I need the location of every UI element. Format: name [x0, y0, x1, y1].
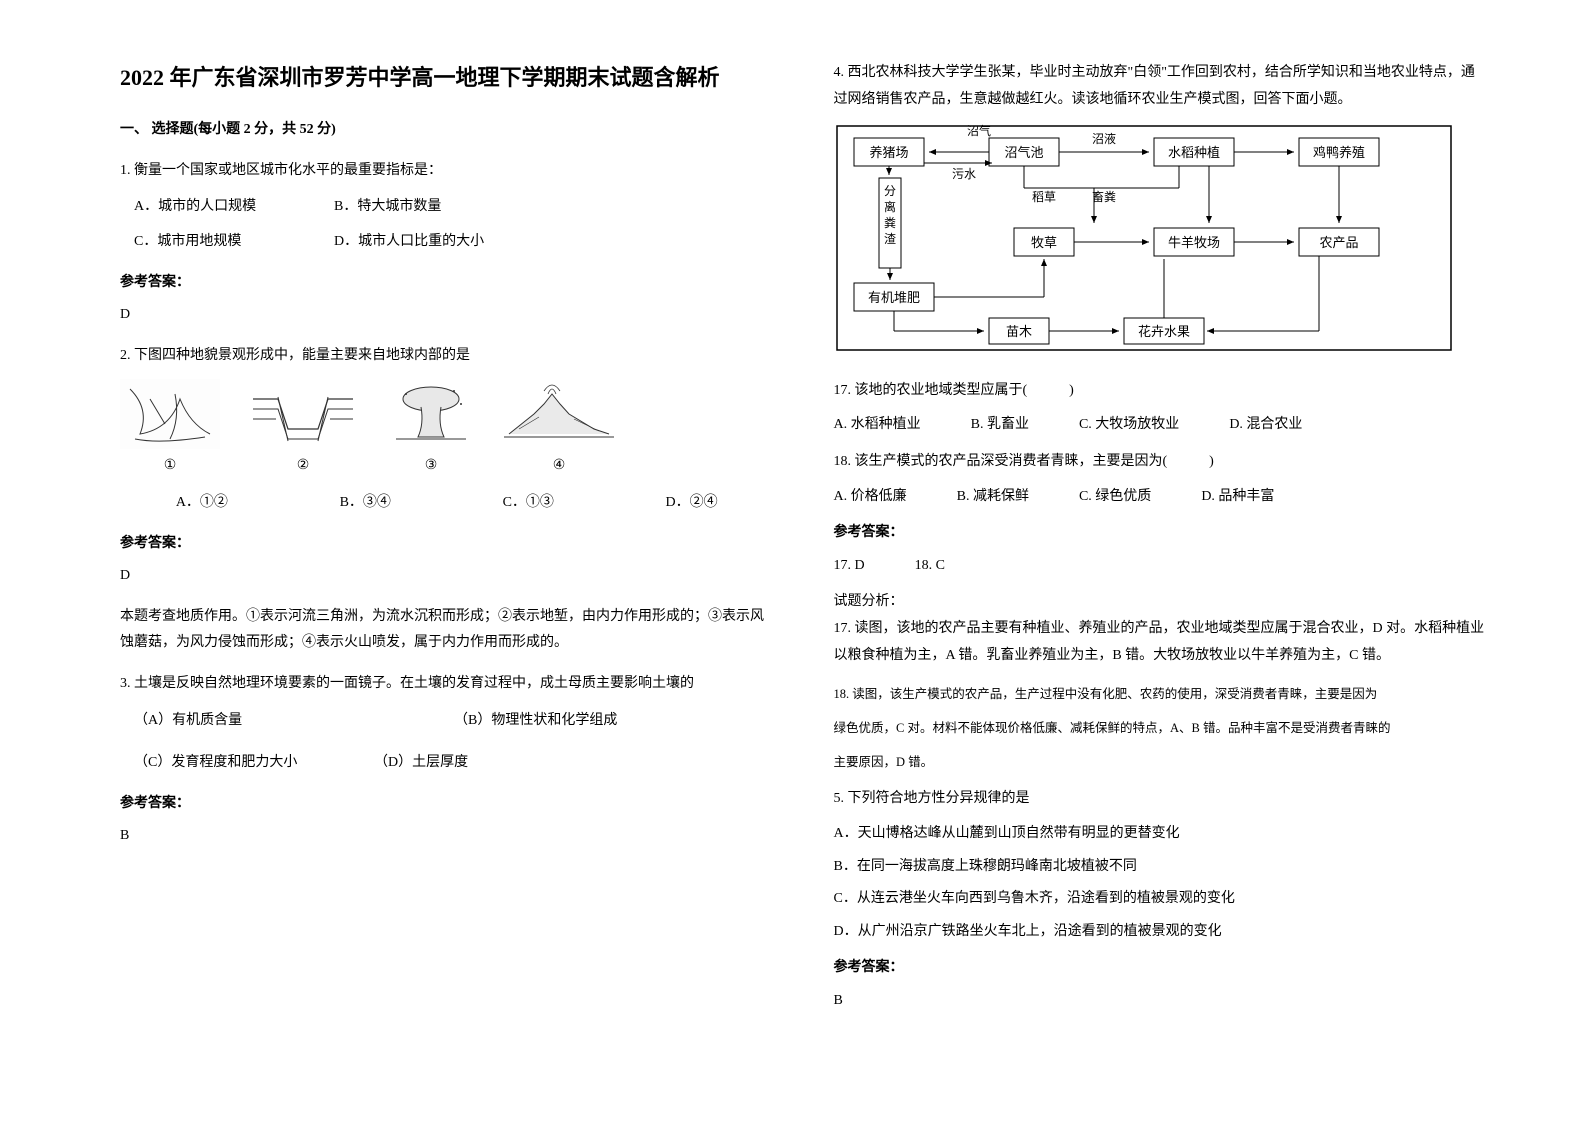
geo-num-2: ②	[297, 453, 310, 480]
q3-answer: B	[120, 823, 774, 850]
q18-choices: A. 价格低廉 B. 减耗保鲜 C. 绿色优质 D. 品种丰富	[834, 484, 1488, 511]
q2-choice-b: B．③④	[340, 490, 391, 517]
q18-text: 18. 该生产模式的农产品深受消费者青睐，主要是因为( )	[834, 449, 1488, 476]
q17-text: 17. 该地的农业地域类型应属于( )	[834, 378, 1488, 405]
q17-a: A. 水稻种植业	[834, 412, 921, 439]
q3-choice-a: （A）有机质含量	[134, 708, 414, 735]
q5-a: A．天山博格达峰从山麓到山顶自然带有明显的更替变化	[834, 821, 1488, 848]
node-products: 农产品	[1319, 235, 1358, 250]
q2-text: 2. 下图四种地貌景观形成中，能量主要来自地球内部的是	[120, 343, 774, 370]
q2-choice-a: A．①②	[176, 490, 228, 517]
q2-choice-d: D．②④	[666, 490, 718, 517]
q2-explain: 本题考查地质作用。①表示河流三角洲，为流水沉积而形成；②表示地堑，由内力作用形成…	[120, 604, 774, 657]
q1-choice-a: A．城市的人口规模	[134, 194, 294, 221]
q18-b: B. 减耗保鲜	[957, 484, 1029, 511]
q3-choice-d: （D）土层厚度	[374, 750, 534, 777]
label-straw: 稻草	[1031, 190, 1055, 204]
page-title: 2022 年广东省深圳市罗芳中学高一地理下学期期末试题含解析	[120, 60, 774, 95]
label-manure: 畜粪	[1091, 189, 1115, 204]
left-column: 2022 年广东省深圳市罗芳中学高一地理下学期期末试题含解析 一、 选择题(每小…	[100, 60, 804, 1082]
node-biogas-pool: 沼气池	[1004, 145, 1043, 160]
q18-d: D. 品种丰富	[1201, 484, 1274, 511]
label-biogas-liquid: 沼液	[1091, 131, 1115, 146]
q5-c: C．从连云港坐火车向西到乌鲁木齐，沿途看到的植被景观的变化	[834, 886, 1488, 913]
q5-answer-label: 参考答案：	[834, 955, 1488, 982]
q4-text: 4. 西北农林科技大学学生张某，毕业时主动放弃"白领"工作回到农村，结合所学知识…	[834, 60, 1488, 113]
node-seedling: 苗木	[1005, 324, 1031, 339]
q5-b: B．在同一海拔高度上珠穆朗玛峰南北坡植被不同	[834, 854, 1488, 881]
q1-choice-d: D．城市人口比重的大小	[334, 229, 494, 256]
section-header: 一、 选择题(每小题 2 分，共 52 分)	[120, 117, 774, 144]
q1-answer-label: 参考答案：	[120, 270, 774, 297]
label-sewage: 污水	[951, 167, 975, 181]
analysis-18b: 绿色优质，C 对。材料不能体现价格低廉、减耗保鲜的特点，A、B 错。品种丰富不是…	[834, 717, 1488, 741]
node-grass: 牧草	[1030, 235, 1056, 250]
q5-text: 5. 下列符合地方性分异规律的是	[834, 786, 1488, 813]
analysis-label: 试题分析：	[834, 589, 1488, 616]
q2-answer-label: 参考答案：	[120, 531, 774, 558]
node-duck: 鸡鸭养殖	[1312, 145, 1364, 160]
analysis-18: 18. 读图，该生产模式的农产品，生产过程中没有化肥、农药的使用，深受消费者青睐…	[834, 683, 1488, 707]
q17-choices: A. 水稻种植业 B. 乳畜业 C. 大牧场放牧业 D. 混合农业	[834, 412, 1488, 439]
analysis-18c: 主要原因，D 错。	[834, 751, 1488, 775]
q2-images: ① ② ③	[120, 379, 774, 480]
q18-c: C. 绿色优质	[1079, 484, 1151, 511]
q3-text: 3. 土壤是反映自然地理环境要素的一面镜子。在土壤的发育过程中，成土母质主要影响…	[120, 671, 774, 698]
svg-text:粪: 粪	[883, 216, 895, 230]
geo-image-1: ①	[120, 379, 220, 480]
q18-a: A. 价格低廉	[834, 484, 907, 511]
q5-d: D．从广州沿京广铁路坐火车北上，沿途看到的植被景观的变化	[834, 919, 1488, 946]
geo-num-1: ①	[164, 453, 177, 480]
q5-answer: B	[834, 988, 1488, 1015]
q3-choice-b: （B）物理性状和化学组成	[454, 708, 617, 735]
q2-choice-c: C．①③	[503, 490, 554, 517]
geo-num-3: ③	[425, 453, 438, 480]
q2-choices: A．①② B．③④ C．①③ D．②④	[120, 490, 774, 517]
svg-text:离: 离	[883, 199, 895, 214]
geo-image-4: ④	[504, 379, 614, 480]
q17-d: D. 混合农业	[1229, 412, 1302, 439]
q17-c: C. 大牧场放牧业	[1079, 412, 1179, 439]
svg-text:渣: 渣	[883, 232, 895, 246]
q3-choices: （A）有机质含量 （B）物理性状和化学组成 （C）发育程度和肥力大小 （D）土层…	[134, 708, 774, 777]
node-cattle: 牛羊牧场	[1167, 235, 1219, 250]
q4-answer-label: 参考答案：	[834, 520, 1488, 547]
analysis-17: 17. 读图，该地的农产品主要有种植业、养殖业的产品，农业地域类型应属于混合农业…	[834, 616, 1488, 669]
q4-diagram: 养猪场 沼气池 沼气 沼液 水稻种植 鸡鸭养殖 污水 稻草 畜粪 分 离 粪 渣…	[834, 123, 1488, 364]
q18-answer: 18. C	[915, 553, 945, 580]
right-column: 4. 西北农林科技大学学生张某，毕业时主动放弃"白领"工作回到农村，结合所学知识…	[804, 60, 1508, 1082]
q1-choice-b: B．特大城市数量	[334, 194, 494, 221]
node-compost: 有机堆肥	[867, 290, 919, 305]
node-pig: 养猪场	[869, 145, 908, 160]
q3-answer-label: 参考答案：	[120, 791, 774, 818]
q1-answer: D	[120, 302, 774, 329]
node-rice: 水稻种植	[1167, 145, 1219, 160]
node-flower: 花卉水果	[1137, 324, 1189, 339]
q1-choices: A．城市的人口规模 B．特大城市数量 C．城市用地规模 D．城市人口比重的大小	[134, 194, 774, 255]
q17-answer: 17. D	[834, 553, 865, 580]
label-biogas: 沼气	[966, 123, 990, 138]
q1-text: 1. 衡量一个国家或地区城市化水平的最重要指标是：	[120, 158, 774, 185]
q3-choice-c: （C）发育程度和肥力大小	[134, 750, 334, 777]
svg-text:分: 分	[883, 184, 895, 198]
geo-image-2: ②	[248, 379, 358, 480]
geo-image-3: ③	[386, 379, 476, 480]
q17-b: B. 乳畜业	[971, 412, 1029, 439]
q1-choice-c: C．城市用地规模	[134, 229, 294, 256]
q2-answer: D	[120, 563, 774, 590]
geo-num-4: ④	[553, 453, 566, 480]
